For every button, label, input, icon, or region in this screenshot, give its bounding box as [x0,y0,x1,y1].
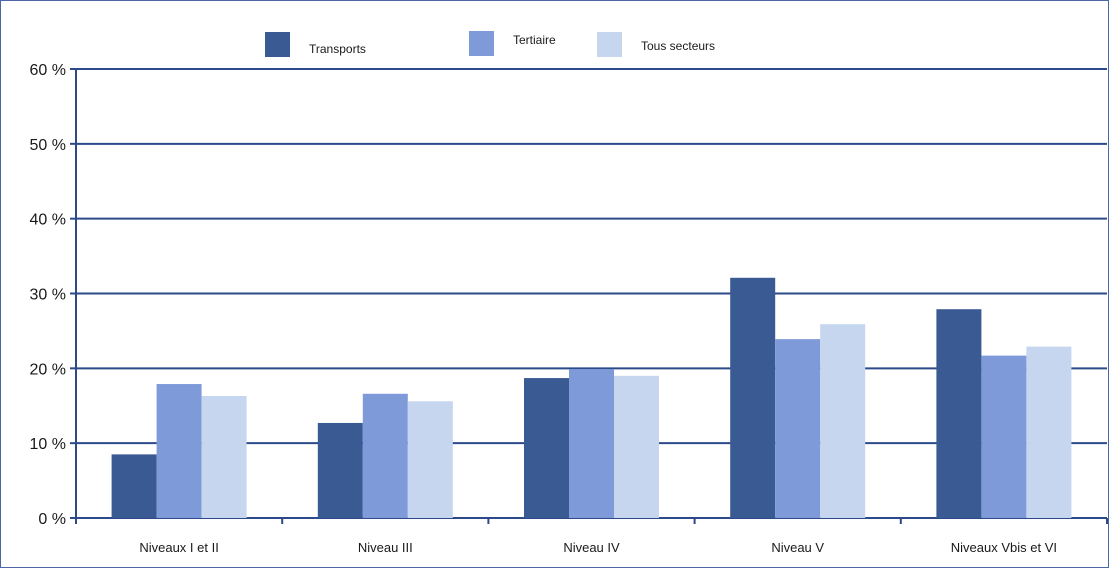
y-tick-label: 10 % [30,436,66,453]
x-tick-label: Niveaux Vbis et VI [951,540,1057,555]
grid-lines [76,68,1107,445]
x-tick-label: Niveau V [771,540,824,555]
x-tick-label: Niveau IV [563,540,620,555]
y-tick-label: 30 % [30,287,66,304]
labels: 0 % 10 % 20 % 30 % 40 % 50 % 60 % Niveaux I et … [30,62,1057,555]
y-tick-label: 0 % [38,511,66,528]
bar-transports-1 [317,422,363,518]
legend-label-0: Transports [309,42,366,56]
bar-transports-4 [936,309,982,518]
bar-transports-2 [524,378,569,518]
y-tick-label: 60 % [30,62,66,79]
bar-tertiaire-3 [775,339,821,518]
bar-tous-secteurs-3 [820,324,866,518]
legend-swatch-1 [469,31,494,56]
legend-swatch-2 [597,32,622,57]
bar-tertiaire-4 [981,355,1027,518]
y-tick-label: 40 % [30,212,66,229]
bar-tous-secteurs-1 [407,401,453,518]
bar-tous-secteurs-4 [1026,346,1072,518]
bar-tous-secteurs-2 [614,375,659,518]
legend: Transports Tertiaire Tous secteurs [265,31,715,57]
legend-label-1: Tertiaire [513,33,556,47]
x-tick-label: Niveaux I et II [139,540,218,555]
bar-transports-0 [111,454,157,518]
bar-tertiaire-1 [362,393,408,518]
bar-tertiaire-0 [156,384,202,518]
legend-label-2: Tous secteurs [641,39,715,53]
bars [111,277,1072,518]
y-tick-label: 50 % [30,137,66,154]
y-tick-label: 20 % [30,361,66,378]
bar-tertiaire-2 [569,369,614,518]
legend-swatch-0 [265,32,290,57]
x-tick-label: Niveau III [358,540,413,555]
bar-tous-secteurs-0 [201,396,247,518]
bar-transports-3 [730,277,776,518]
